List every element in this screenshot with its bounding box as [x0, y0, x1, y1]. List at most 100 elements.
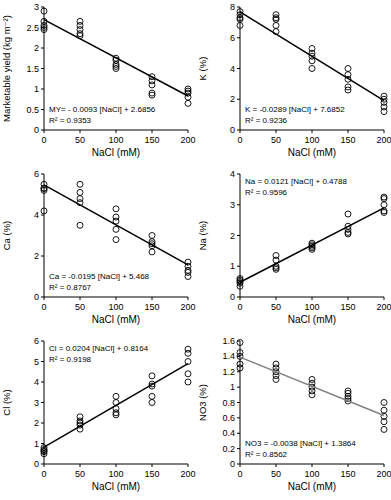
data-point — [237, 283, 243, 289]
equation: R² = 0.8562 — [245, 450, 288, 459]
x-tick — [312, 130, 313, 133]
x-tick — [80, 130, 81, 133]
y-tick-label: 4 — [230, 169, 235, 179]
data-point — [381, 209, 387, 215]
data-point — [113, 393, 119, 399]
equation: Na = 0.0121 [NaCl] + 0.4788 — [245, 177, 347, 186]
x-tick — [276, 464, 277, 467]
data-point — [309, 392, 315, 398]
y-tick — [237, 371, 240, 372]
y-tick — [41, 7, 44, 8]
y-tick — [237, 402, 240, 403]
y-tick-label: 2 — [34, 251, 39, 261]
data-point — [149, 233, 155, 239]
panel: 05010015020000.511.522.53NaCl (mM)Market… — [1, 2, 196, 158]
x-tick-label: 150 — [144, 302, 159, 312]
y-tick — [41, 215, 44, 216]
y-tick-label: 1 — [34, 439, 39, 449]
x-tick — [276, 297, 277, 300]
data-point — [273, 266, 279, 272]
x-tick-label: 100 — [108, 302, 123, 312]
y-tick — [237, 464, 240, 465]
y-tick — [41, 130, 44, 131]
marks — [41, 181, 191, 279]
data-point — [273, 16, 279, 22]
x-axis-label: NaCl (mM) — [288, 147, 336, 158]
x-tick — [116, 464, 117, 467]
x-tick — [152, 130, 153, 133]
x-tick-label: 200 — [376, 135, 391, 145]
y-tick-label: 0.5 — [26, 105, 39, 115]
x-tick-label: 150 — [144, 135, 159, 145]
trend-line — [44, 364, 188, 448]
x-tick-label: 150 — [340, 469, 355, 479]
data-point — [41, 451, 47, 457]
data-point — [381, 196, 387, 202]
x-tick-label: 100 — [108, 469, 123, 479]
y-tick — [41, 174, 44, 175]
equation: R² = 0.9353 — [49, 116, 92, 125]
data-point — [113, 66, 119, 72]
equation: Cl = 0.0204 [NaCl] + 0.8164 — [49, 344, 149, 353]
panel: 05010015020001234NaCl (mM)Na (%)Na = 0.0… — [197, 169, 391, 325]
equation: Ca = -0.0195 [NaCl] + 5.468 — [49, 272, 150, 281]
data-point — [381, 426, 387, 432]
trend-line — [240, 357, 384, 415]
data-point — [41, 187, 47, 193]
y-tick — [41, 382, 44, 383]
x-tick-label: 50 — [271, 135, 281, 145]
data-point — [185, 350, 191, 356]
x-tick-label: 0 — [41, 135, 46, 145]
marks — [237, 9, 387, 115]
y-tick-label: 8 — [230, 2, 235, 12]
data-point — [309, 58, 315, 64]
data-point — [149, 393, 155, 399]
y-tick-label: 3 — [34, 398, 39, 408]
x-tick — [188, 464, 189, 467]
panel: 05010015020000.20.40.60.811.21.41.6NaCl … — [197, 336, 391, 492]
y-axis-label: Cl (%) — [1, 389, 12, 415]
data-point — [77, 181, 83, 187]
x-tick — [188, 130, 189, 133]
y-tick-label: 1 — [34, 84, 39, 94]
x-tick-label: 200 — [376, 302, 391, 312]
x-tick — [312, 297, 313, 300]
x-tick-label: 50 — [75, 135, 85, 145]
y-tick — [41, 443, 44, 444]
y-tick-label: 0.8 — [222, 398, 235, 408]
data-point — [113, 226, 119, 232]
y-tick — [41, 297, 44, 298]
data-point — [113, 237, 119, 243]
panel: 0501001502000123456NaCl (mM)Cl (%)Cl = 0… — [1, 336, 196, 492]
y-axis-label: K (%) — [197, 57, 208, 81]
y-axis-label: Na (%) — [197, 221, 208, 251]
data-point — [185, 379, 191, 385]
y-tick-label: 4 — [230, 64, 235, 74]
y-axis-label: Ca (%) — [1, 221, 12, 251]
data-point — [345, 87, 351, 93]
data-point — [113, 412, 119, 418]
y-tick-label: 4 — [34, 377, 39, 387]
data-point — [185, 371, 191, 377]
y-tick-label: 1.5 — [26, 64, 39, 74]
y-tick-label: 2 — [230, 231, 235, 241]
y-tick — [41, 89, 44, 90]
equation: MY= - 0.0093 [NaCl] + 2.6856 — [49, 105, 156, 114]
y-tick-label: 6 — [34, 169, 39, 179]
y-axis-label: NO3 (%) — [197, 384, 208, 421]
y-tick — [237, 387, 240, 388]
y-tick-label: 2 — [34, 418, 39, 428]
x-tick-label: 200 — [376, 469, 391, 479]
y-tick-label: 0.4 — [222, 428, 235, 438]
y-tick — [237, 266, 240, 267]
x-tick-label: 0 — [237, 135, 242, 145]
data-point — [381, 202, 387, 208]
data-point — [185, 100, 191, 106]
marks — [237, 194, 387, 289]
y-tick — [41, 109, 44, 110]
trend-line — [240, 208, 384, 282]
data-point — [273, 376, 279, 382]
y-tick-label: 1 — [230, 261, 235, 271]
y-tick-label: 0 — [34, 292, 39, 302]
x-tick-label: 200 — [180, 469, 195, 479]
